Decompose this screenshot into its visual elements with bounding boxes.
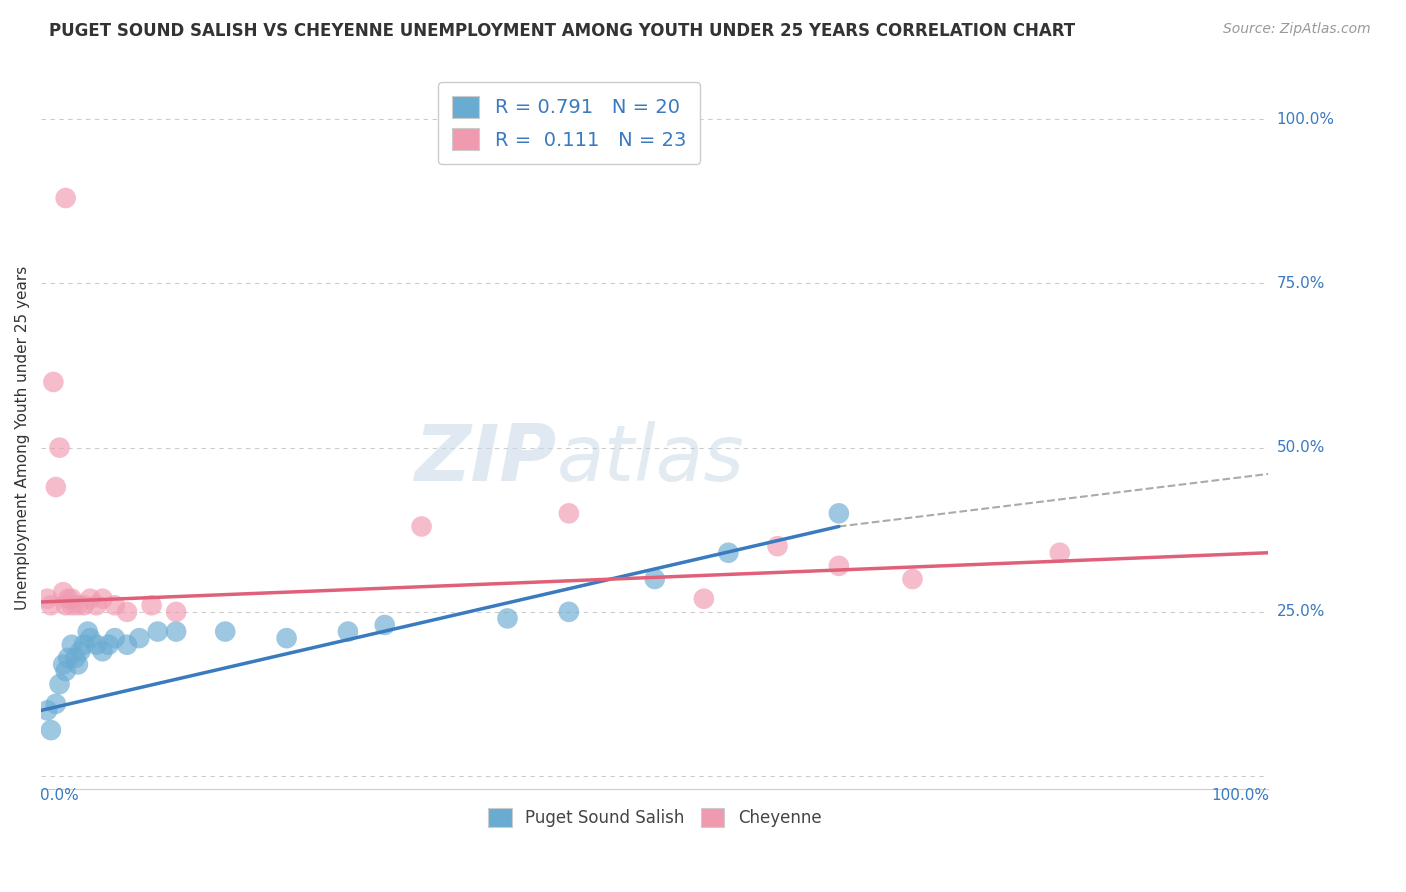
Point <box>60 591 83 606</box>
Point <box>115 638 138 652</box>
Point <box>901 572 924 586</box>
Point <box>79 591 101 606</box>
Point <box>828 506 851 520</box>
Point <box>56 650 79 665</box>
Y-axis label: Unemployment Among Youth under 25 years: Unemployment Among Youth under 25 years <box>15 266 30 610</box>
Point <box>115 605 138 619</box>
Point <box>165 605 187 619</box>
Point <box>73 599 96 613</box>
Point <box>60 599 83 613</box>
Point <box>558 605 581 619</box>
Point <box>411 519 433 533</box>
Point <box>37 591 59 606</box>
Point <box>496 611 519 625</box>
Point <box>717 546 740 560</box>
Legend: Puget Sound Salish, Cheyenne: Puget Sound Salish, Cheyenne <box>482 801 828 834</box>
Point <box>55 664 77 678</box>
Point <box>56 591 79 606</box>
Point <box>374 618 396 632</box>
Point <box>66 657 89 672</box>
Point <box>276 631 298 645</box>
Point <box>165 624 187 639</box>
Text: ZIP: ZIP <box>415 421 557 497</box>
Point <box>97 638 120 652</box>
Point <box>45 697 67 711</box>
Point <box>141 599 163 613</box>
Point <box>86 638 108 652</box>
Point <box>76 624 98 639</box>
Point <box>48 677 70 691</box>
Point <box>693 591 716 606</box>
Text: 100.0%: 100.0% <box>1212 788 1270 803</box>
Point <box>73 638 96 652</box>
Point <box>86 599 108 613</box>
Point <box>55 191 77 205</box>
Text: atlas: atlas <box>557 421 744 497</box>
Point <box>37 703 59 717</box>
Point <box>1049 546 1071 560</box>
Point <box>104 599 127 613</box>
Point <box>91 644 114 658</box>
Point <box>52 585 75 599</box>
Point <box>214 624 236 639</box>
Point <box>65 650 87 665</box>
Point <box>79 631 101 645</box>
Point <box>336 624 359 639</box>
Text: PUGET SOUND SALISH VS CHEYENNE UNEMPLOYMENT AMONG YOUTH UNDER 25 YEARS CORRELATI: PUGET SOUND SALISH VS CHEYENNE UNEMPLOYM… <box>49 22 1076 40</box>
Point <box>91 591 114 606</box>
Text: 25.0%: 25.0% <box>1277 605 1324 619</box>
Point <box>146 624 169 639</box>
Point <box>66 599 89 613</box>
Point <box>48 441 70 455</box>
Point <box>828 558 851 573</box>
Text: 75.0%: 75.0% <box>1277 276 1324 291</box>
Point <box>42 375 65 389</box>
Text: 0.0%: 0.0% <box>39 788 79 803</box>
Point <box>644 572 666 586</box>
Point <box>55 599 77 613</box>
Point <box>104 631 127 645</box>
Point <box>766 539 789 553</box>
Text: 100.0%: 100.0% <box>1277 112 1334 127</box>
Point <box>39 599 62 613</box>
Point <box>52 657 75 672</box>
Point <box>69 644 91 658</box>
Text: 50.0%: 50.0% <box>1277 440 1324 455</box>
Point <box>558 506 581 520</box>
Point <box>60 638 83 652</box>
Point <box>128 631 150 645</box>
Text: Source: ZipAtlas.com: Source: ZipAtlas.com <box>1223 22 1371 37</box>
Point <box>39 723 62 737</box>
Point <box>45 480 67 494</box>
